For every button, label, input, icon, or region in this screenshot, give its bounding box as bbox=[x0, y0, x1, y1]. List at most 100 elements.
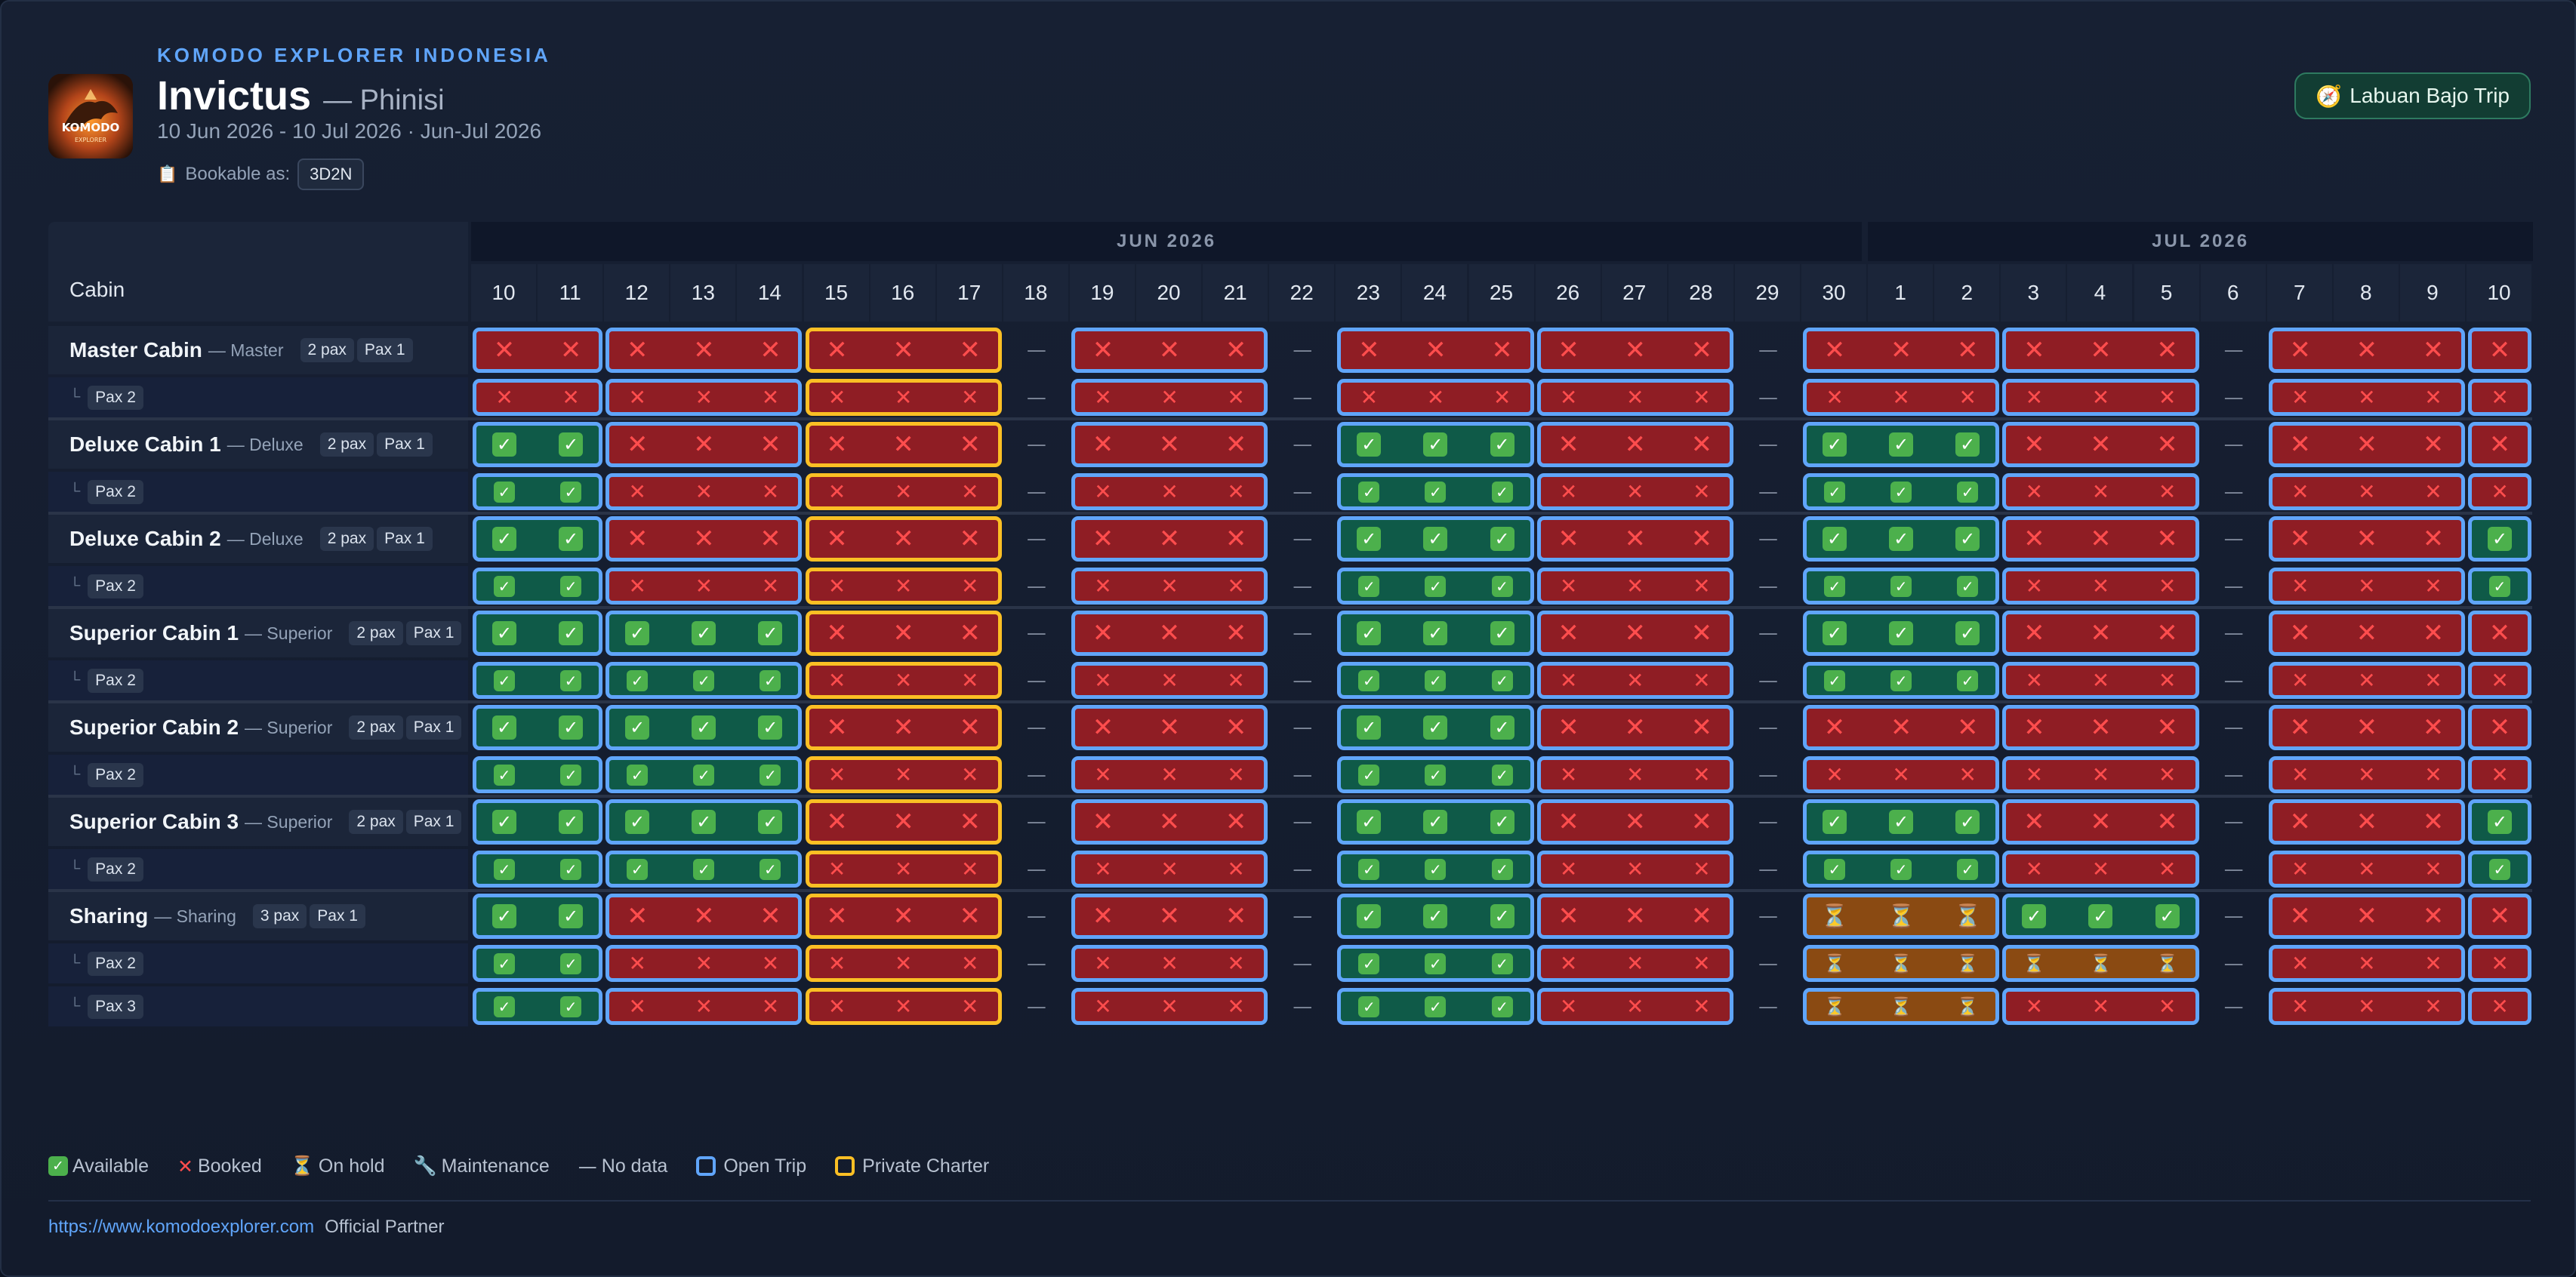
open-trip-block[interactable] bbox=[605, 894, 803, 939]
status-cell[interactable]: ✕ bbox=[1669, 377, 1735, 417]
status-cell[interactable]: ✕ bbox=[670, 377, 737, 417]
private-charter-block[interactable] bbox=[805, 988, 1002, 1025]
status-cell[interactable]: ✓ bbox=[1402, 420, 1468, 469]
status-cell[interactable]: ⏳ bbox=[1868, 986, 1934, 1026]
open-trip-block[interactable] bbox=[2268, 945, 2465, 982]
status-cell[interactable]: ✕ bbox=[2067, 609, 2134, 657]
status-cell[interactable]: ✕ bbox=[2400, 986, 2467, 1026]
status-cell[interactable]: ✕ bbox=[2267, 703, 2334, 752]
open-trip-block[interactable] bbox=[2468, 988, 2532, 1025]
open-trip-block[interactable] bbox=[2268, 662, 2465, 699]
open-trip-block[interactable] bbox=[1536, 894, 1733, 939]
status-cell[interactable]: ✕ bbox=[2267, 986, 2334, 1026]
status-cell[interactable]: ✓ bbox=[1469, 420, 1536, 469]
open-trip-block[interactable] bbox=[1803, 988, 2000, 1025]
status-cell[interactable]: ✕ bbox=[937, 515, 1003, 563]
status-cell[interactable]: ✕ bbox=[1602, 420, 1669, 469]
status-cell[interactable]: ✕ bbox=[2467, 377, 2533, 417]
status-cell[interactable]: ✕ bbox=[1536, 660, 1602, 700]
status-cell[interactable]: ✕ bbox=[737, 326, 803, 374]
open-trip-block[interactable] bbox=[1803, 945, 2000, 982]
labuan-bajo-trip-button[interactable]: 🧭 Labuan Bajo Trip bbox=[2294, 72, 2531, 119]
status-cell[interactable]: ✕ bbox=[1203, 703, 1269, 752]
status-cell[interactable]: ✓ bbox=[1469, 798, 1536, 846]
status-cell[interactable]: ✓ bbox=[538, 566, 604, 606]
status-cell[interactable]: ✓ bbox=[1336, 420, 1402, 469]
status-cell[interactable]: ✕ bbox=[2400, 798, 2467, 846]
status-cell[interactable]: ✓ bbox=[471, 660, 538, 700]
status-cell[interactable]: ✓ bbox=[737, 755, 803, 795]
status-cell[interactable]: ✕ bbox=[538, 326, 604, 374]
status-cell[interactable]: ✕ bbox=[1070, 703, 1136, 752]
private-charter-block[interactable] bbox=[805, 422, 1002, 467]
status-cell[interactable]: ✓ bbox=[670, 798, 737, 846]
open-trip-block[interactable] bbox=[473, 328, 603, 373]
status-cell[interactable]: ✕ bbox=[1602, 849, 1669, 889]
status-cell[interactable]: ✕ bbox=[937, 849, 1003, 889]
status-cell[interactable]: ✕ bbox=[2400, 420, 2467, 469]
status-cell[interactable]: ✕ bbox=[870, 377, 937, 417]
status-cell[interactable]: ✓ bbox=[1402, 798, 1468, 846]
status-cell[interactable]: ✕ bbox=[737, 377, 803, 417]
status-cell[interactable]: ✕ bbox=[1669, 798, 1735, 846]
status-cell[interactable]: ✕ bbox=[1136, 849, 1203, 889]
open-trip-block[interactable] bbox=[1536, 516, 1733, 562]
status-cell[interactable]: ✕ bbox=[2134, 849, 2201, 889]
status-cell[interactable]: ✓ bbox=[1336, 660, 1402, 700]
status-cell[interactable]: ✕ bbox=[870, 472, 937, 512]
status-cell[interactable]: ✕ bbox=[1602, 943, 1669, 983]
status-cell[interactable]: ✕ bbox=[1934, 326, 2001, 374]
status-cell[interactable]: ✕ bbox=[1070, 892, 1136, 940]
status-cell[interactable]: ✕ bbox=[937, 660, 1003, 700]
status-cell[interactable]: ✕ bbox=[1868, 755, 1934, 795]
status-cell[interactable]: ✕ bbox=[804, 566, 870, 606]
status-cell[interactable]: ⏳ bbox=[1801, 892, 1868, 940]
status-cell[interactable]: ✓ bbox=[1934, 798, 2001, 846]
status-cell[interactable]: ✕ bbox=[2267, 660, 2334, 700]
open-trip-block[interactable] bbox=[1071, 756, 1268, 793]
status-cell[interactable]: ✓ bbox=[1801, 849, 1868, 889]
status-cell[interactable]: ✕ bbox=[2267, 472, 2334, 512]
status-cell[interactable]: ✕ bbox=[1934, 377, 2001, 417]
status-cell[interactable]: ✕ bbox=[2400, 943, 2467, 983]
open-trip-block[interactable] bbox=[605, 422, 803, 467]
status-cell[interactable]: ✕ bbox=[1602, 326, 1669, 374]
status-cell[interactable]: ✕ bbox=[937, 472, 1003, 512]
status-cell[interactable]: ✕ bbox=[1669, 609, 1735, 657]
open-trip-block[interactable] bbox=[605, 568, 803, 605]
open-trip-block[interactable] bbox=[1536, 662, 1733, 699]
status-cell[interactable]: ✕ bbox=[2334, 849, 2400, 889]
status-cell[interactable]: ✕ bbox=[937, 755, 1003, 795]
status-cell[interactable]: ✕ bbox=[804, 326, 870, 374]
status-cell[interactable]: ✓ bbox=[538, 986, 604, 1026]
open-trip-block[interactable] bbox=[2468, 422, 2532, 467]
status-cell[interactable]: ✕ bbox=[2467, 660, 2533, 700]
open-trip-block[interactable] bbox=[2002, 988, 2199, 1025]
open-trip-block[interactable] bbox=[1536, 799, 1733, 845]
status-cell[interactable]: ✕ bbox=[1536, 703, 1602, 752]
status-cell[interactable]: ✓ bbox=[604, 849, 670, 889]
status-cell[interactable]: ✕ bbox=[2067, 798, 2134, 846]
status-cell[interactable]: ✕ bbox=[1203, 326, 1269, 374]
status-cell[interactable]: ⏳ bbox=[1801, 986, 1868, 1026]
status-cell[interactable]: ✕ bbox=[2134, 472, 2201, 512]
status-cell[interactable]: ✕ bbox=[1602, 986, 1669, 1026]
status-cell[interactable]: ✓ bbox=[471, 849, 538, 889]
status-cell[interactable]: ✕ bbox=[1669, 943, 1735, 983]
website-link[interactable]: https://www.komodoexplorer.com bbox=[48, 1217, 315, 1237]
status-cell[interactable]: ✕ bbox=[1203, 892, 1269, 940]
status-cell[interactable]: ✕ bbox=[1203, 849, 1269, 889]
status-cell[interactable]: ✕ bbox=[1070, 849, 1136, 889]
status-cell[interactable]: ✕ bbox=[2067, 515, 2134, 563]
status-cell[interactable]: ✓ bbox=[670, 660, 737, 700]
status-cell[interactable]: ✕ bbox=[937, 943, 1003, 983]
status-cell[interactable]: ✓ bbox=[471, 703, 538, 752]
status-cell[interactable]: ✕ bbox=[870, 660, 937, 700]
status-cell[interactable]: ✕ bbox=[1203, 377, 1269, 417]
status-cell[interactable]: ✕ bbox=[1669, 660, 1735, 700]
open-trip-block[interactable] bbox=[1536, 422, 1733, 467]
status-cell[interactable]: ✕ bbox=[870, 892, 937, 940]
status-cell[interactable]: ✓ bbox=[1801, 609, 1868, 657]
status-cell[interactable]: ✓ bbox=[1469, 609, 1536, 657]
status-cell[interactable]: ✕ bbox=[2067, 755, 2134, 795]
